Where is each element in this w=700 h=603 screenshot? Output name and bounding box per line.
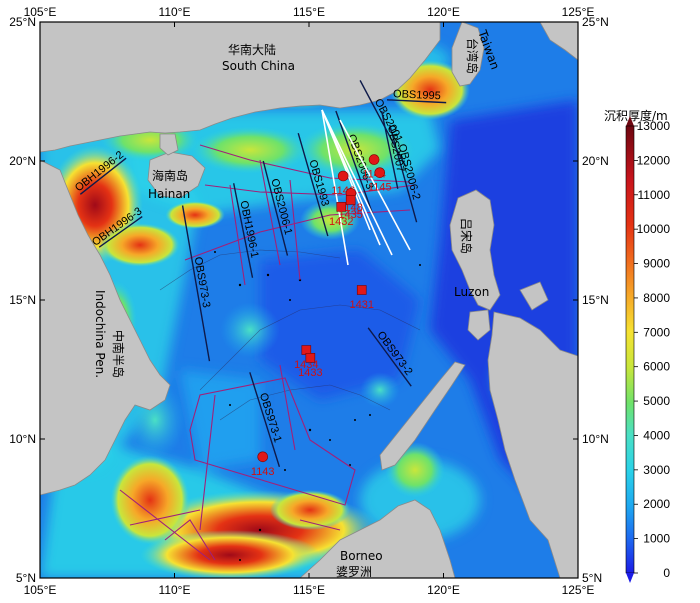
lat-label-right: 25°N	[582, 15, 609, 29]
lat-label-left: 15°N	[9, 293, 36, 307]
colorbar-tick-label: 5000	[643, 394, 670, 408]
label-indochina-en: Indochina Pen.	[93, 290, 107, 378]
survey-line	[367, 327, 412, 387]
survey-line	[232, 183, 254, 278]
colorbar-tick-label: 4000	[643, 428, 670, 442]
odp-site-label: 1435	[338, 209, 362, 221]
odp-site-square-marker	[356, 285, 367, 295]
colorbar-tick-label: 3000	[643, 463, 670, 477]
odp-site-label: 1433	[298, 367, 322, 379]
odp-site-circle-marker	[257, 451, 269, 463]
lat-label-left: 20°N	[9, 154, 36, 168]
lon-label-top: 115°E	[293, 5, 325, 19]
colorbar-title: 沉积厚度/m	[604, 108, 668, 123]
colorbar: 沉积厚度/m 0 1000 2000 3000 4000 5000 6000 7000 8000…	[604, 108, 670, 583]
south-china-land	[40, 22, 441, 153]
lon-label-bottom: 105°E	[24, 583, 57, 597]
label-hainan-zh: 海南岛	[152, 168, 188, 183]
survey-line	[359, 80, 407, 167]
lon-label-bottom: 115°E	[293, 583, 325, 597]
lon-label-bottom: 125°E	[562, 583, 595, 597]
colorbar-tick-label: 1000	[643, 532, 670, 546]
lon-label-top: 125°E	[562, 5, 595, 19]
lat-label-left: 5°N	[16, 571, 36, 585]
colorbar-bottom-arrow	[626, 573, 634, 583]
survey-line	[386, 99, 447, 104]
colorbar-tick-label: 10000	[637, 222, 671, 236]
lon-label-bottom: 110°E	[159, 583, 191, 597]
survey-line	[389, 124, 418, 223]
survey-line-label: OBS1995	[393, 88, 441, 102]
lon-label-top: 120°E	[427, 5, 460, 19]
label-luzon-en: Luzon	[454, 285, 489, 299]
pacific-coast-east	[539, 22, 578, 61]
land-masses	[40, 22, 578, 578]
leizhou-peninsula	[159, 133, 179, 156]
label-south-china-en: South China	[222, 59, 295, 73]
colorbar-gradient	[625, 125, 635, 574]
odp-site-circle-marker	[368, 154, 380, 165]
lat-label-right: 5°N	[582, 571, 602, 585]
colorbar-ticks: 0 1000 2000 3000 4000 5000 6000 7000 8000 9000 100…	[634, 119, 670, 580]
philippines-south	[487, 311, 578, 578]
lat-label-left: 25°N	[9, 15, 36, 29]
colorbar-tick-label: 7000	[643, 325, 670, 339]
hainan-land	[147, 151, 206, 199]
label-hainan-en: Hainan	[148, 187, 190, 201]
colorbar-tick-label: 8000	[643, 291, 670, 305]
axis-ticks: 105°E 105°E 110°E 110°E 115°E 115°E 120°E 120°E…	[9, 5, 609, 597]
lon-label-top: 110°E	[159, 5, 191, 19]
palawan-land	[379, 361, 466, 471]
mindoro-land	[467, 309, 491, 341]
ship-tracks	[119, 144, 416, 561]
odp-site-label: 1143	[251, 466, 275, 478]
survey-line	[262, 160, 289, 256]
white-transects	[321, 109, 411, 266]
survey-line	[335, 110, 375, 217]
survey-line	[380, 110, 399, 189]
label-borneo-en: Borneo	[340, 549, 383, 563]
colorbar-tick-label: 13000	[637, 119, 671, 133]
indochina-land	[40, 159, 171, 496]
lat-label-left: 10°N	[9, 432, 36, 446]
label-indochina-zh: 中南半岛	[111, 330, 126, 378]
odp-site-label: 1145	[368, 182, 392, 194]
odp-site-label: 1431	[349, 299, 373, 311]
label-borneo-zh: 婆罗洲	[336, 565, 372, 579]
cebu-island	[519, 281, 549, 311]
odp-site-square-marker	[305, 353, 316, 363]
lat-label-right: 20°N	[582, 154, 609, 168]
survey-line	[249, 372, 281, 468]
odp-site-circle-marker	[374, 167, 386, 178]
lon-label-bottom: 120°E	[427, 583, 460, 597]
label-taiwan-zh: 台湾岛	[465, 38, 480, 74]
colorbar-tick-label: 11000	[638, 188, 671, 202]
odp-site-square-marker	[345, 195, 356, 205]
odp-site-label: 1432	[329, 216, 353, 228]
lat-label-right: 10°N	[582, 432, 609, 446]
colorbar-tick-label: 9000	[643, 257, 670, 271]
colorbar-tick-label: 0	[663, 566, 670, 580]
colorbar-tick-label: 2000	[643, 497, 670, 511]
borneo-land	[299, 499, 456, 578]
colorbar-tick-label: 6000	[643, 360, 670, 374]
survey-line	[297, 133, 329, 237]
lat-label-right: 15°N	[582, 293, 609, 307]
odp-site-circle-marker	[337, 170, 349, 182]
label-south-china-zh: 华南大陆	[228, 42, 276, 57]
colorbar-top-arrow	[626, 116, 634, 126]
survey-line	[181, 205, 211, 362]
taiwan-land	[451, 22, 485, 87]
colorbar-tick-label: 12000	[637, 153, 671, 167]
label-luzon-zh: 吕宋岛	[459, 218, 474, 254]
survey-line	[98, 216, 143, 248]
survey-line	[79, 157, 127, 195]
luzon-land	[449, 189, 501, 311]
deep-basin-central	[260, 250, 420, 400]
lon-label-top: 105°E	[24, 5, 57, 19]
odp-site-square-marker	[336, 202, 347, 212]
map-area: OBS2001OBS1995OBS2006-3OBS1993OBS2006-1O…	[40, 22, 578, 578]
